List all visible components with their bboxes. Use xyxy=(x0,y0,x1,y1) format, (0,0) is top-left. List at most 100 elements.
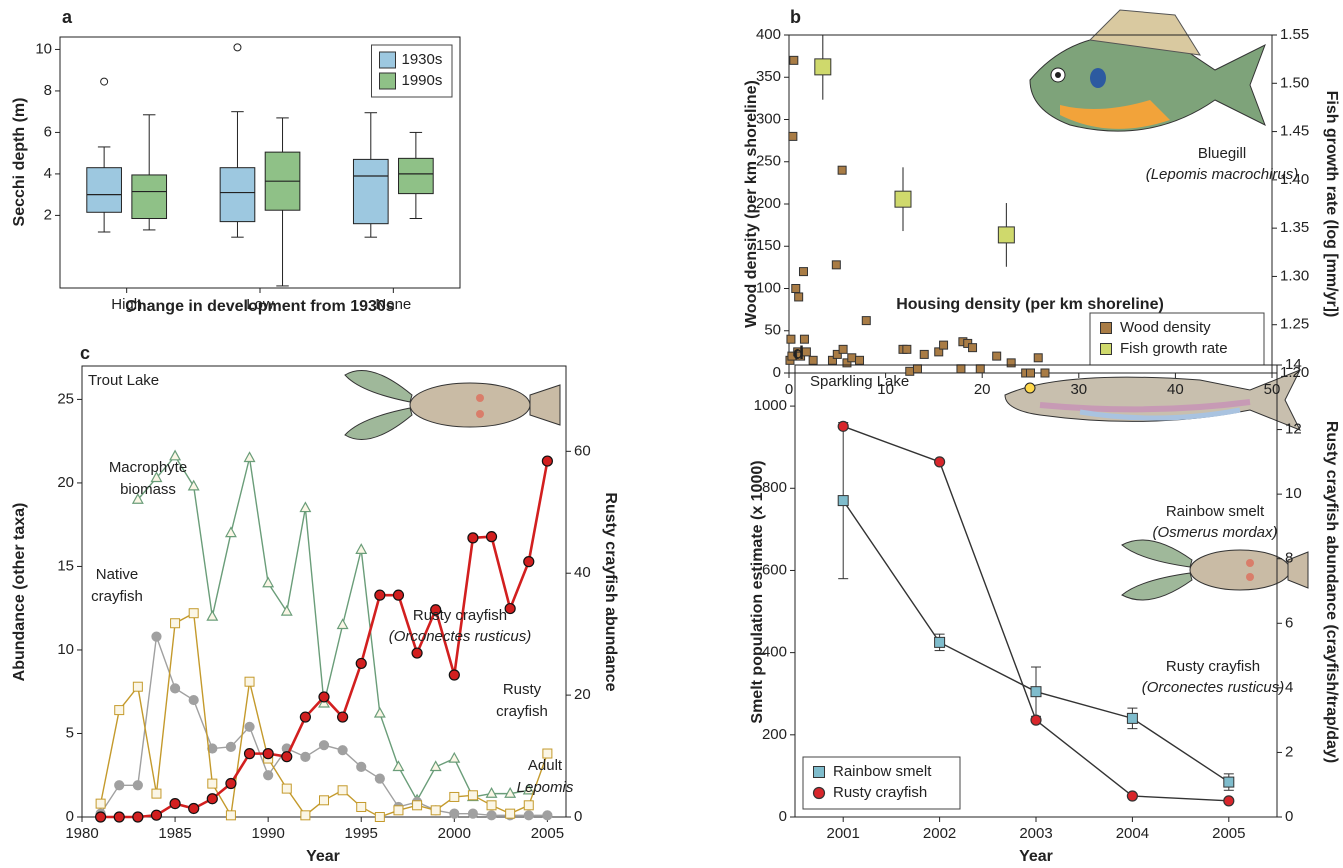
point xyxy=(133,682,142,691)
legend-marker xyxy=(814,788,825,799)
y-tick-label: 200 xyxy=(762,726,787,743)
point xyxy=(506,809,515,818)
point xyxy=(1007,359,1015,367)
point xyxy=(226,528,236,537)
point xyxy=(375,590,385,600)
y-tick-label: 25 xyxy=(57,390,74,407)
x-tick-label: 1995 xyxy=(345,825,378,842)
point xyxy=(969,344,977,352)
x-tick-label: 2000 xyxy=(438,825,471,842)
x-tick-label: Low xyxy=(246,296,274,313)
point xyxy=(799,268,807,276)
point xyxy=(431,806,440,815)
point xyxy=(115,781,124,790)
y-tick-label: 5 xyxy=(66,724,74,741)
annotation: Rusty crayfish xyxy=(1166,658,1260,675)
point xyxy=(935,457,945,467)
y-tick-label: 150 xyxy=(756,237,781,254)
point xyxy=(245,677,254,686)
point xyxy=(96,812,106,822)
y2-tick-label: 0 xyxy=(574,808,582,825)
point xyxy=(524,557,534,567)
legend-label: Fish growth rate xyxy=(1120,340,1228,357)
flier xyxy=(234,44,241,51)
y2-axis-label: Rusty crayfish abundance (crayfish/trap/… xyxy=(1323,421,1340,763)
legend-swatch xyxy=(380,73,396,89)
point xyxy=(263,749,273,759)
y-axis-label: Secchi depth (m) xyxy=(11,98,28,227)
point xyxy=(394,806,403,815)
legend-swatch xyxy=(380,52,396,68)
point xyxy=(300,503,310,512)
point xyxy=(96,799,105,808)
point xyxy=(1127,791,1137,801)
point xyxy=(487,532,497,542)
y-tick-label: 100 xyxy=(756,279,781,296)
point xyxy=(903,345,911,353)
y2-tick-label: 1.50 xyxy=(1280,74,1309,91)
point xyxy=(993,352,1001,360)
annotation: Bluegill xyxy=(1198,145,1246,162)
point xyxy=(375,708,385,717)
y-tick-label: 4 xyxy=(44,165,52,182)
box xyxy=(399,158,434,193)
legend-marker xyxy=(1101,323,1112,334)
x-tick-label: 1985 xyxy=(158,825,191,842)
point xyxy=(300,712,310,722)
bluegill-illustration xyxy=(1030,10,1265,131)
y-tick-label: 600 xyxy=(762,561,787,578)
x-tick-label: 30 xyxy=(1070,381,1087,398)
y2-tick-label: 1.45 xyxy=(1280,123,1309,140)
y-tick-label: 200 xyxy=(756,195,781,212)
point xyxy=(301,811,310,820)
y-tick-label: 8 xyxy=(44,82,52,99)
y-tick-label: 0 xyxy=(773,364,781,381)
crayfish-illustration xyxy=(1122,540,1308,600)
point xyxy=(338,620,348,629)
point xyxy=(1031,715,1041,725)
x-tick-label: 2001 xyxy=(827,825,860,842)
point xyxy=(449,670,459,680)
y-tick-label: 0 xyxy=(779,808,787,825)
point xyxy=(375,813,384,822)
point xyxy=(848,354,856,362)
y2-axis-label: Fish growth rate (log [mm/yr]) xyxy=(1323,91,1340,318)
point xyxy=(450,792,459,801)
point xyxy=(207,611,217,620)
x-tick-label: 40 xyxy=(1167,381,1184,398)
legend-label: 1930s xyxy=(402,51,443,68)
point xyxy=(356,658,366,668)
x-tick-label: 20 xyxy=(974,381,991,398)
y-tick-label: 250 xyxy=(756,153,781,170)
x-tick-label: 2002 xyxy=(923,825,956,842)
annotation: Adult xyxy=(528,757,563,774)
series-line xyxy=(101,637,548,816)
point xyxy=(394,761,404,770)
y2-tick-label: 14 xyxy=(1285,356,1302,373)
y2-tick-label: 1.25 xyxy=(1280,316,1309,333)
point xyxy=(792,285,800,293)
annotation: (Osmerus mordax) xyxy=(1152,524,1277,541)
point xyxy=(935,637,945,647)
y2-tick-label: 1.55 xyxy=(1280,26,1309,43)
point xyxy=(357,802,366,811)
annotation: Macrophyte xyxy=(109,459,187,476)
point xyxy=(357,762,366,771)
y-tick-label: 10 xyxy=(57,641,74,658)
point xyxy=(449,753,459,762)
point xyxy=(838,496,848,506)
point xyxy=(226,811,235,820)
annotation: (Orconectes rusticus) xyxy=(389,628,532,645)
point xyxy=(375,774,384,783)
box xyxy=(220,168,255,222)
flier xyxy=(101,78,108,85)
point xyxy=(152,789,161,798)
point xyxy=(976,365,984,373)
panel-label: a xyxy=(62,7,73,27)
point xyxy=(226,742,235,751)
point xyxy=(487,811,496,820)
point xyxy=(487,788,497,797)
point xyxy=(393,590,403,600)
x-tick-label: 2005 xyxy=(1212,825,1245,842)
annotation: Rainbow smelt xyxy=(1166,503,1265,520)
